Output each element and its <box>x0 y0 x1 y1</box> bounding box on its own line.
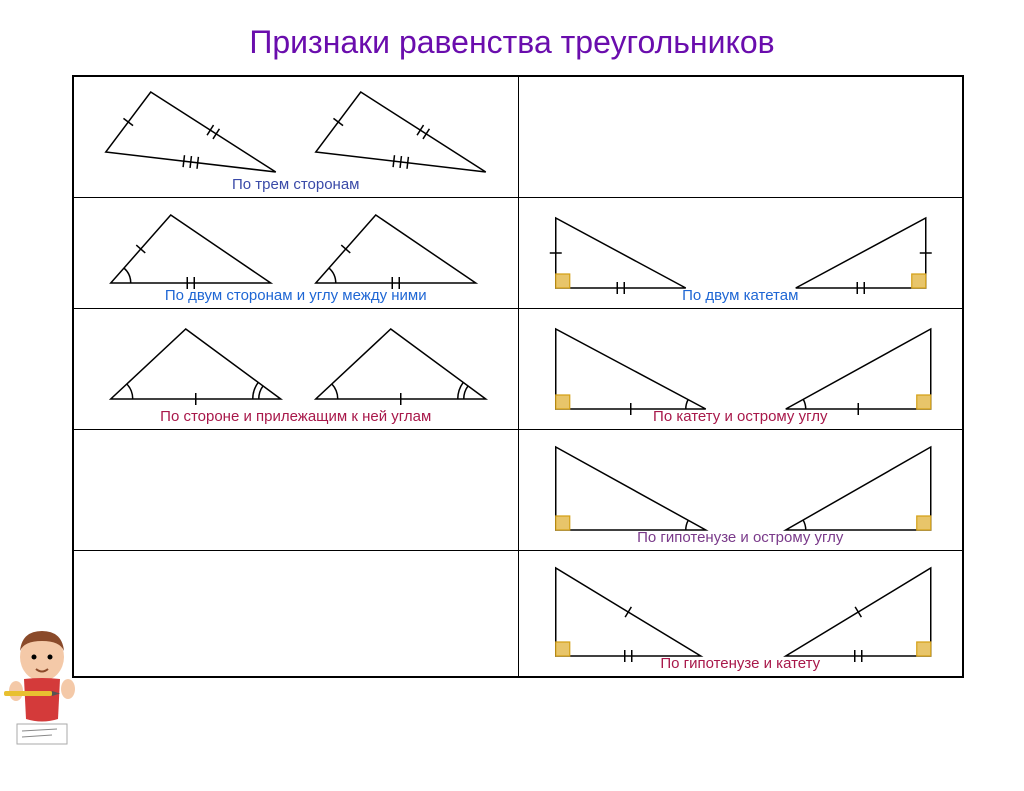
cell-empty-3 <box>74 430 519 550</box>
sas-diagram <box>74 198 518 308</box>
cell-sas: По двум сторонам и углу между ними <box>74 198 519 308</box>
cell-la: По катету и острому углу <box>519 309 963 429</box>
cell-hl: По гипотенузе и катету <box>519 551 963 676</box>
ll-diagram <box>519 198 963 308</box>
sss-diagram <box>74 77 518 197</box>
table-row: По двум сторонам и углу между ними По дв… <box>74 197 962 308</box>
page-title: Признаки равенства треугольников <box>0 24 1024 61</box>
cell-sss: По трем сторонам <box>74 77 519 197</box>
cell-ha: По гипотенузе и острому углу <box>519 430 963 550</box>
cell-empty-0 <box>519 77 963 197</box>
table-row: По гипотенузе и острому углу <box>74 429 962 550</box>
criteria-table: По трем сторонам По двум сторонам и углу… <box>72 75 964 678</box>
hl-diagram <box>519 551 963 676</box>
la-diagram <box>519 309 963 429</box>
cell-empty-4 <box>74 551 519 676</box>
table-row: По стороне и прилежащим к ней углам По к… <box>74 308 962 429</box>
cell-asa: По стороне и прилежащим к ней углам <box>74 309 519 429</box>
asa-diagram <box>74 309 518 429</box>
ha-diagram <box>519 430 963 550</box>
student-character-icon <box>0 619 92 749</box>
table-row: По трем сторонам <box>74 77 962 197</box>
table-row: По гипотенузе и катету <box>74 550 962 676</box>
cell-ll: По двум катетам <box>519 198 963 308</box>
